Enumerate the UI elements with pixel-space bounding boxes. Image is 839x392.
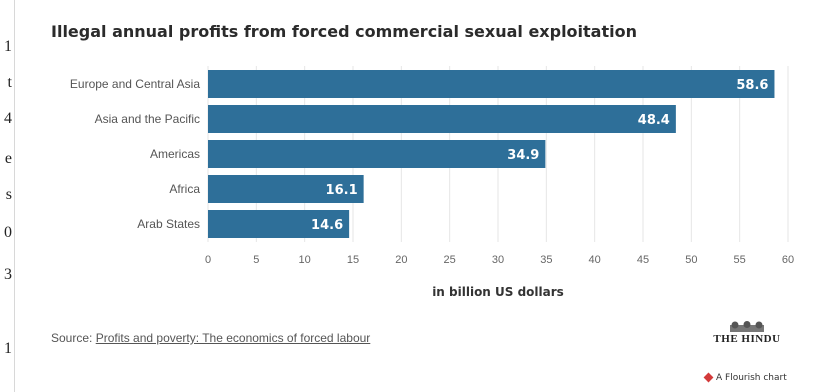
bar-chart: 0 5 10 15 20 25 30 35 40 45 50 55 60 Europe and Centr… [70,66,794,299]
data-label: 16.1 [326,183,358,198]
cropped-text-char: 1 [4,340,12,357]
source-note: Source: Profits and poverty: The economi… [51,331,370,345]
chart-title: Illegal annual profits from forced comme… [51,22,637,41]
x-tick-label: 35 [540,254,552,266]
cropped-text-char: e [4,150,12,167]
x-tick-label: 5 [253,254,259,266]
x-tick-label: 25 [444,254,456,266]
x-tick-label: 30 [492,254,504,266]
data-label: 34.9 [507,148,539,163]
the-hindu-emblem-icon [730,321,764,332]
x-tick-label: 0 [205,254,211,266]
bar [208,210,350,238]
bar [208,70,775,98]
category-label: Asia and the Pacific [95,112,200,126]
bar [208,105,676,133]
chart-card: Illegal annual profits from forced comme… [15,0,839,392]
category-label: Arab States [137,217,200,231]
flourish-diamond-icon [703,372,714,383]
category-label: Europe and Central Asia [70,77,200,91]
x-tick-label: 15 [347,254,359,266]
x-tick-label: 20 [395,254,407,266]
x-tick-label: 40 [589,254,601,266]
cropped-text-char: t [7,74,12,91]
brand-name: THE HINDU [713,333,781,345]
data-label: 14.6 [311,218,343,233]
the-hindu-logo: THE HINDU [705,321,789,345]
x-tick-label: 60 [782,254,794,266]
data-label: 58.6 [736,78,768,93]
category-label: Americas [150,147,200,161]
source-prefix: Source: [51,331,96,345]
flourish-credit[interactable]: A Flourish chart [703,372,787,383]
cropped-text-char: 0 [4,224,12,241]
cropped-text-char: 1 [4,38,12,55]
bar [208,140,546,168]
source-link[interactable]: Profits and poverty: The economics of fo… [95,331,371,345]
category-label: Africa [169,182,200,196]
x-tick-label: 45 [637,254,649,266]
cropped-text-char: 3 [4,266,12,283]
x-axis-title: in billion US dollars [432,285,564,299]
x-tick-label: 55 [734,254,746,266]
bar [208,175,364,203]
data-label: 48.4 [638,113,670,128]
flourish-label: A Flourish chart [716,373,787,383]
x-tick-label: 50 [685,254,697,266]
x-tick-label: 10 [299,254,311,266]
cropped-text-char: s [5,186,12,203]
cropped-text-char: 4 [4,110,12,127]
cropped-article-text: 1 t 4 e s 0 3 1 [0,0,15,392]
